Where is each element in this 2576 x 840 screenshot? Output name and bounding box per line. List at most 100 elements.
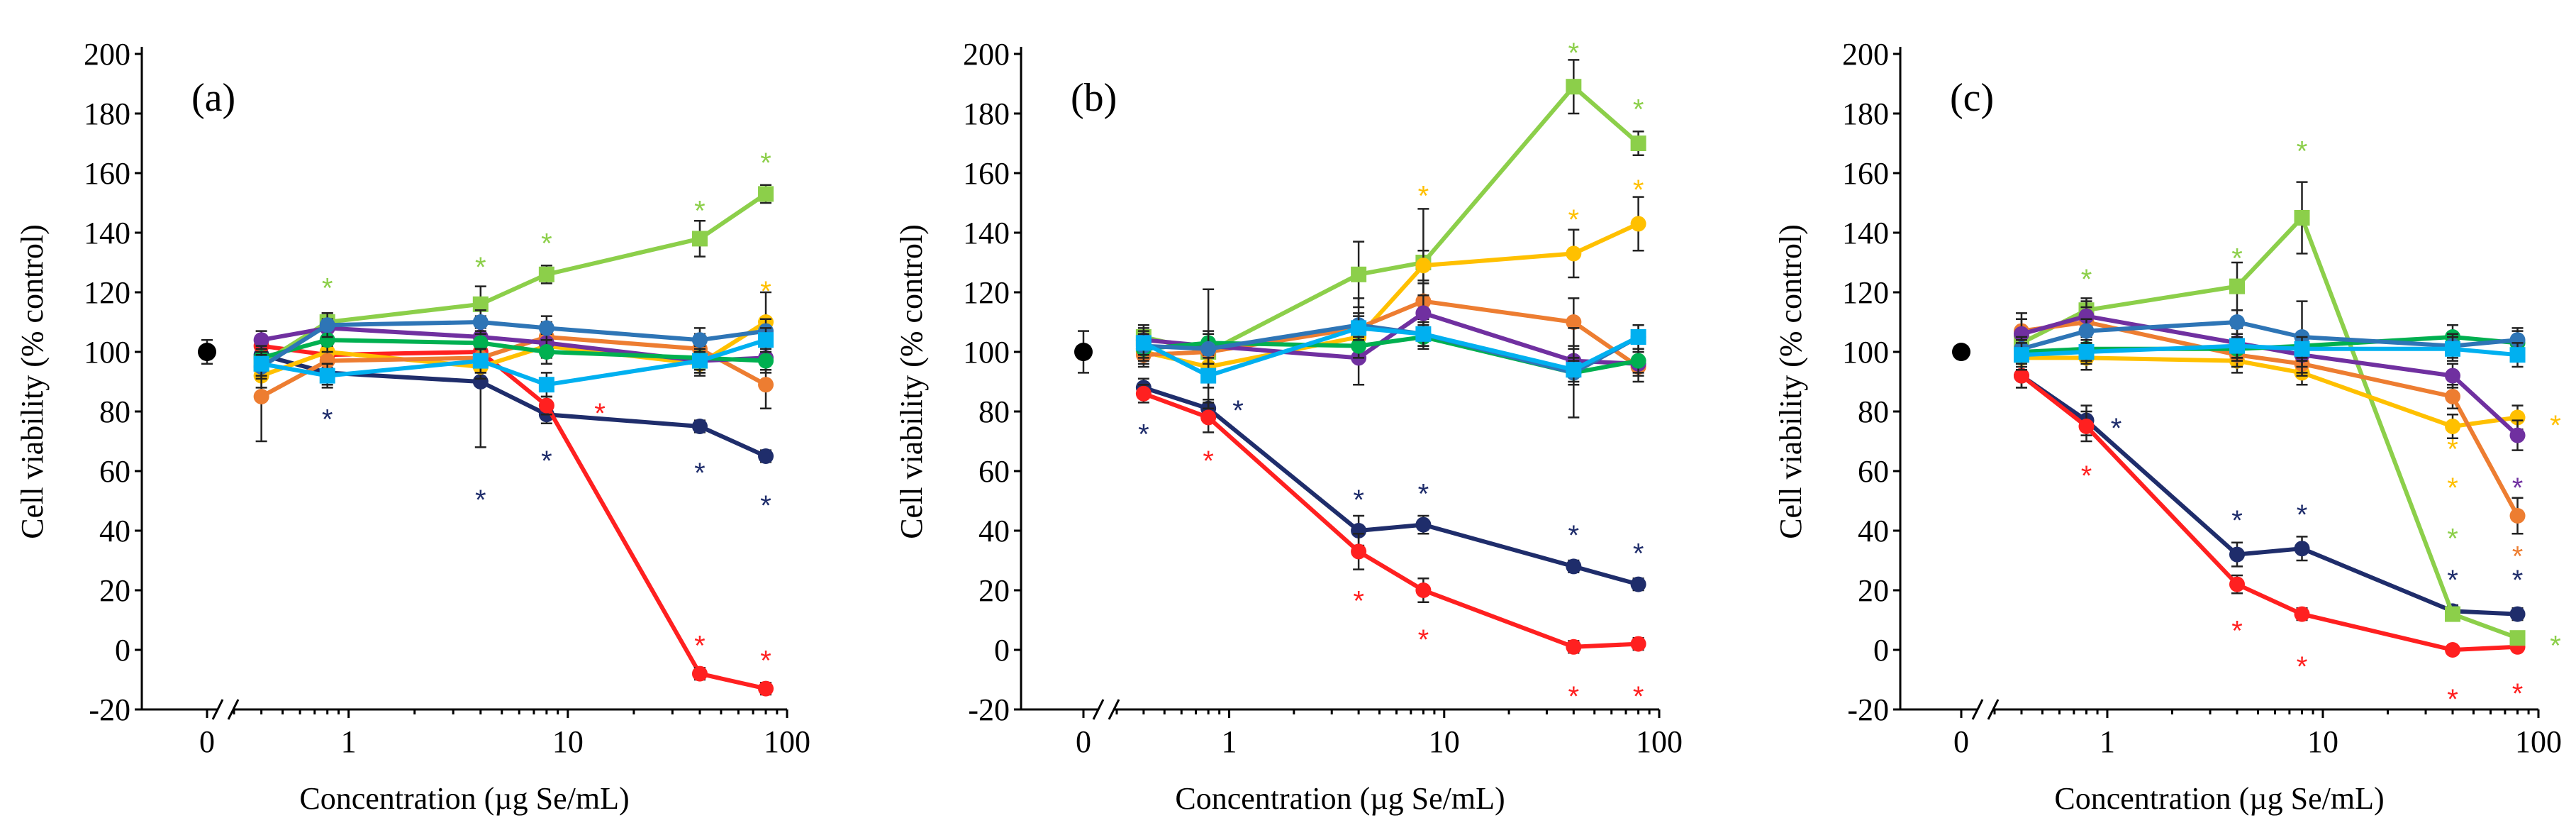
y-tick-label: 140 <box>1842 216 1889 250</box>
series-line <box>260 353 767 458</box>
y-axis-title: Cell viability (% control) <box>1773 224 1808 539</box>
data-point <box>2509 606 2526 622</box>
data-point <box>758 353 774 369</box>
data-point <box>2013 347 2029 363</box>
x-tick-label: 100 <box>764 724 810 759</box>
significance-star: * <box>1633 175 1644 206</box>
x-axis-break-mark <box>1987 699 2000 720</box>
significance-star: * <box>1568 681 1580 712</box>
significance-star: * <box>541 446 552 477</box>
y-tick-label: 160 <box>963 156 1010 191</box>
significance-star: * <box>2231 505 2243 536</box>
significance-star: * <box>2297 499 2308 531</box>
significance-star: * <box>2231 243 2243 275</box>
significance-star: * <box>694 631 706 662</box>
data-point <box>1630 576 1646 592</box>
y-tick-label: 40 <box>978 514 1010 548</box>
y-tick-label: 20 <box>99 573 130 608</box>
series-cyan <box>253 327 774 398</box>
panel-a: -20 0 20 40 60 80 100 120 140 160 180 200 0 1 10 100 Con… <box>15 37 810 816</box>
significance-star: * <box>1633 681 1644 712</box>
panel-c: -20 0 20 40 60 80 100 120 140 160 180 200 0 1 10 100 Con… <box>1773 37 2562 816</box>
significance-star: * <box>694 458 706 489</box>
y-tick-label: 200 <box>963 37 1010 72</box>
series-cyan <box>1135 315 1646 389</box>
significance-star: * <box>2231 616 2243 647</box>
series-line <box>2020 216 2519 641</box>
x-tick-label: 100 <box>2515 724 2562 759</box>
data-point <box>1415 516 1432 533</box>
significance-star: * <box>2512 678 2524 709</box>
data-point <box>1566 558 1582 575</box>
data-point <box>319 332 335 348</box>
significance-star: * <box>2111 413 2122 444</box>
data-point <box>758 448 774 464</box>
significance-star: * <box>1633 538 1644 569</box>
data-point <box>253 389 269 404</box>
data-point <box>1566 314 1582 330</box>
x-tick-label: 10 <box>2307 724 2338 759</box>
series-line <box>261 338 766 387</box>
y-tick-label: 80 <box>99 394 130 429</box>
data-point <box>2013 326 2029 342</box>
y-tick-label: 160 <box>84 156 130 191</box>
data-point <box>2294 210 2310 226</box>
significance-star: * <box>1633 94 1644 126</box>
data-point <box>2078 419 2095 434</box>
data-point <box>1200 409 1217 426</box>
significance-star: * <box>322 404 333 435</box>
series-line <box>1142 391 1639 649</box>
y-tick-label: 60 <box>99 454 130 489</box>
panel-b: -20 0 20 40 60 80 100 120 140 160 180 200 0 1 10 100 Con… <box>894 37 1683 816</box>
y-tick-label: 140 <box>84 216 130 250</box>
data-point <box>472 314 489 330</box>
y-tick-label: 200 <box>1842 37 1889 72</box>
y-tick-label: -20 <box>89 692 130 727</box>
data-point <box>1351 543 1367 560</box>
data-point <box>691 419 708 434</box>
data-point <box>2445 419 2461 434</box>
series-line <box>2021 314 2519 437</box>
data-point <box>2509 332 2526 348</box>
x-tick-label: 0 <box>199 724 215 759</box>
x-axis-title: Concentration (µg Se/mL) <box>2054 781 2384 816</box>
data-point <box>538 344 554 360</box>
significance-star: * <box>2081 264 2092 295</box>
data-point <box>1200 341 1217 357</box>
data-point <box>758 332 774 348</box>
significance-star: * <box>2447 684 2458 715</box>
data-point <box>1351 266 1367 282</box>
data-point <box>1630 216 1646 232</box>
data-point <box>691 353 708 369</box>
y-tick-label: -20 <box>968 692 1010 727</box>
data-point <box>2078 323 2095 339</box>
significance-star: * <box>2447 433 2458 465</box>
y-tick-label: 40 <box>99 514 130 548</box>
data-point <box>319 317 335 333</box>
series-line <box>2021 320 2520 517</box>
series-line <box>1142 326 1639 378</box>
panel-label: (b) <box>1071 76 1117 120</box>
series-line <box>261 343 766 691</box>
significance-star: * <box>594 398 606 429</box>
data-point <box>2078 344 2095 360</box>
x-axis-title: Concentration (µg Se/mL) <box>299 781 629 816</box>
significance-star: * <box>1568 38 1580 69</box>
data-point <box>2509 630 2526 646</box>
significance-star: * <box>1232 395 1244 426</box>
y-tick-label: 160 <box>1842 156 1889 191</box>
significance-star: * <box>2550 631 2561 662</box>
x-tick-label: 1 <box>341 724 357 759</box>
y-tick-label: -20 <box>1847 692 1889 727</box>
data-point <box>2229 576 2246 592</box>
significance-star: * <box>1353 586 1364 617</box>
x-tick-label: 1 <box>2100 724 2115 759</box>
control-data-point <box>198 343 216 361</box>
y-tick-label: 120 <box>84 275 130 310</box>
data-point <box>1415 305 1432 321</box>
series-blue <box>1135 288 1646 419</box>
y-tick-label: 100 <box>1842 335 1889 370</box>
x-axis-break-mark <box>211 699 224 720</box>
data-point <box>1415 582 1432 598</box>
data-point <box>2013 368 2029 384</box>
